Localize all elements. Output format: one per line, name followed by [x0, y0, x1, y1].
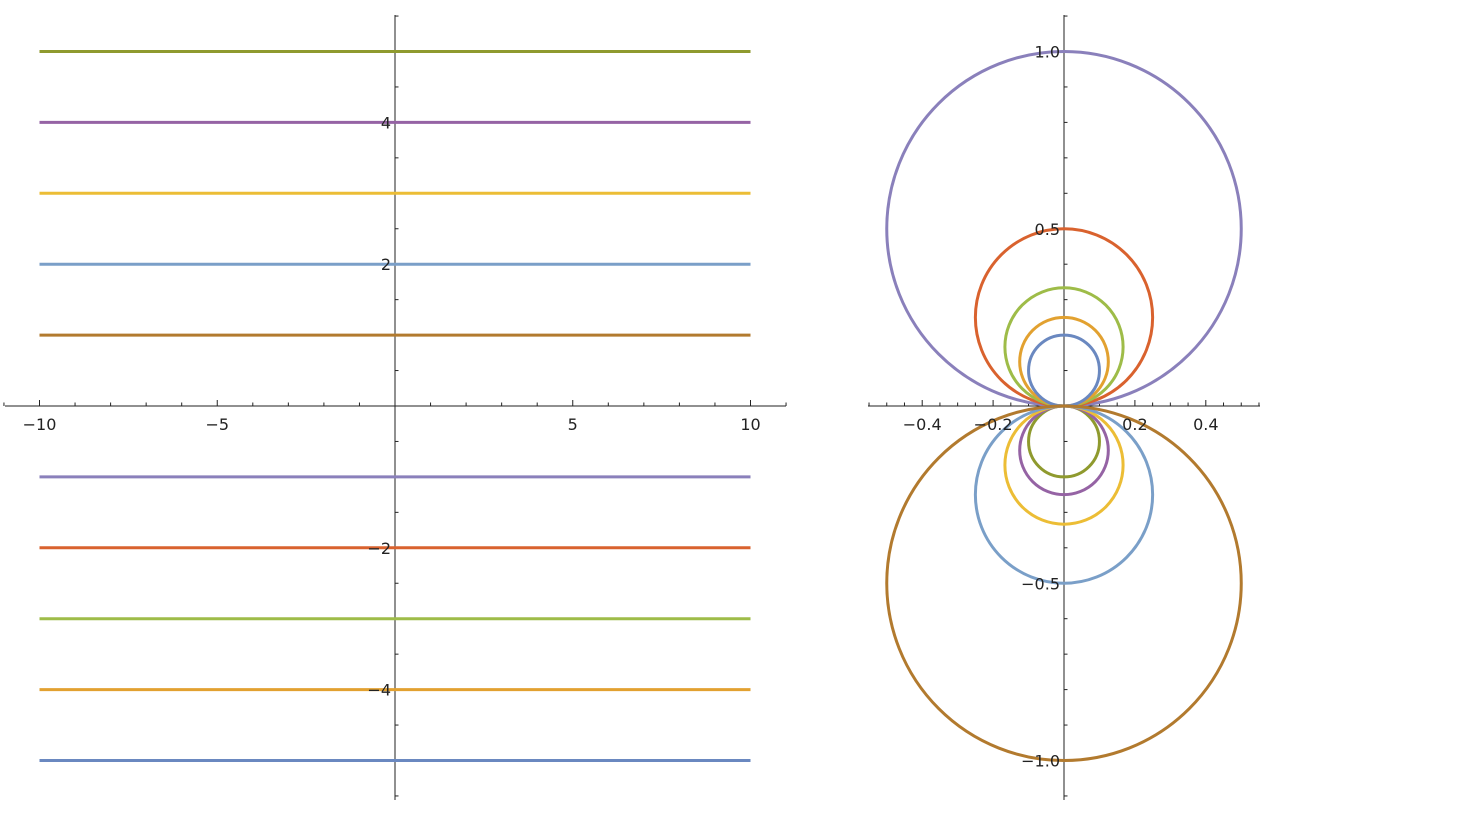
left-x-tick-label: −5	[205, 415, 229, 434]
right-y-tick-label: −0.5	[1021, 574, 1060, 593]
right-y-tick-label: 1.0	[1035, 43, 1060, 62]
left-y-tick-label: −4	[367, 681, 391, 700]
right-x-tick-label: 0.4	[1193, 415, 1218, 434]
right-x-tick-label: 0.2	[1122, 415, 1147, 434]
right-x-tick-label: −0.4	[903, 415, 942, 434]
right-y-tick-label: 0.5	[1035, 220, 1060, 239]
left-y-tick-label: −2	[367, 539, 391, 558]
right-y-tick-label: −1.0	[1021, 752, 1060, 771]
left-y-tick-label: 2	[381, 255, 391, 274]
left-plot: −10 −5 5 10 −4 −2 2 4	[3, 15, 787, 800]
left-x-tick-label: 10	[740, 415, 760, 434]
left-x-tick-label: −10	[23, 415, 57, 434]
left-y-tick-label: 4	[381, 113, 391, 132]
right-circle-9	[885, 404, 1243, 762]
right-plot: −0.4 −0.2 0.2 0.4 −1.0 −0.5 0.5 1.0	[868, 15, 1260, 800]
right-x-tick-label: −0.2	[974, 415, 1013, 434]
left-x-tick-label: 5	[568, 415, 578, 434]
